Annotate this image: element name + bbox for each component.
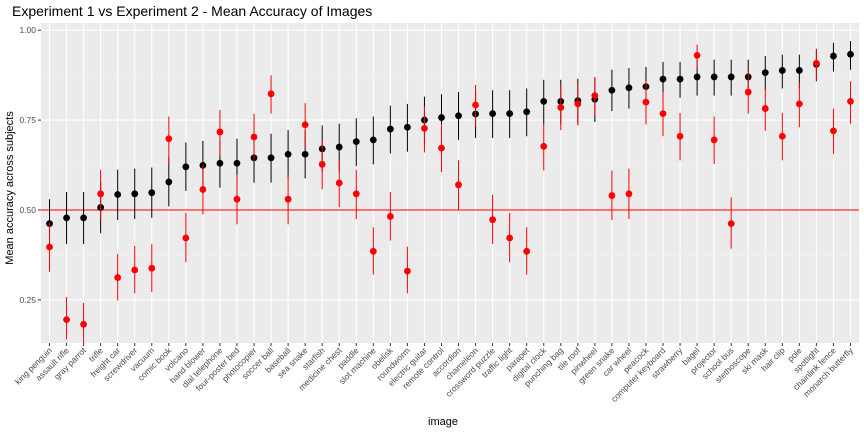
data-point [182,163,190,171]
data-point [80,214,88,222]
data-point [625,190,633,198]
data-point [438,114,445,121]
data-point [557,104,565,111]
data-point [489,110,497,118]
data-point [284,195,292,203]
data-point [438,144,445,152]
data-point [421,124,428,132]
y-tick-label: 0.50 [19,205,36,215]
data-point [46,243,53,251]
data-point [676,132,684,140]
data-point [199,186,207,193]
series-2 [46,44,854,344]
data-point [676,75,684,83]
data-point [523,247,531,255]
data-point [403,267,411,275]
data-point [403,123,411,131]
data-point [318,160,326,168]
y-tick-label: 1.00 [19,25,36,35]
data-point [455,112,462,120]
data-point [165,135,173,143]
data-point [216,159,224,167]
data-point [608,86,616,94]
data-point [352,138,360,146]
data-point [506,234,514,242]
data-point [369,136,377,144]
y-axis-title: Mean accuracy across subjects [4,111,16,265]
data-point [472,101,479,109]
y-tick-label: 0.25 [19,295,36,305]
data-point [830,52,837,60]
data-point [847,50,854,58]
y-axis-ticks: 0.25 0.50 0.75 1.00 [19,25,41,305]
data-point [233,159,241,167]
data-point [182,234,190,242]
data-point [489,216,497,224]
data-point [625,84,633,92]
data-point [216,128,224,136]
data-point [97,190,105,198]
data-point [574,100,582,108]
data-point [727,73,735,81]
data-point [710,73,718,81]
data-point [812,59,820,67]
data-point [267,90,275,98]
data-point [369,247,377,255]
data-point [830,127,837,135]
data-point [455,181,462,189]
data-point [63,214,70,222]
data-point [727,220,735,228]
data-point [335,143,343,151]
data-point [63,316,70,324]
data-point [131,266,139,274]
data-point [847,97,854,105]
data-point [795,100,803,108]
y-tick-label: 0.75 [19,115,36,125]
data-point [642,98,650,106]
data-point [710,136,718,144]
data-point [540,97,548,105]
data-point [114,274,122,281]
data-point [659,110,667,118]
data-point [80,320,88,328]
data-marks [46,40,854,344]
data-point [778,132,786,140]
data-point [267,154,275,162]
data-point [284,150,292,158]
data-point [148,264,156,272]
data-point [335,179,343,187]
data-point [744,88,752,96]
data-point [778,67,786,74]
data-point [795,67,803,74]
data-point [608,192,616,199]
minor-gridlines [41,74,859,256]
data-point [114,191,122,198]
chart-title: Experiment 1 vs Experiment 2 - Mean Accu… [12,3,372,19]
data-point [301,121,309,129]
data-point [659,75,667,83]
data-point [250,133,258,141]
data-point [386,213,394,220]
data-point [591,92,599,100]
data-point [148,189,156,197]
data-point [233,195,241,203]
data-point [523,108,531,116]
data-point [301,150,309,158]
data-point [693,51,701,59]
data-point [761,105,769,112]
data-point [165,178,173,186]
plot-panel [41,23,859,343]
data-point [540,142,548,150]
x-axis-title: image [428,416,458,428]
data-point [131,190,139,198]
data-point [352,190,360,198]
data-point [693,73,701,81]
data-point [506,110,514,118]
data-point [386,125,394,133]
data-point [761,69,769,77]
